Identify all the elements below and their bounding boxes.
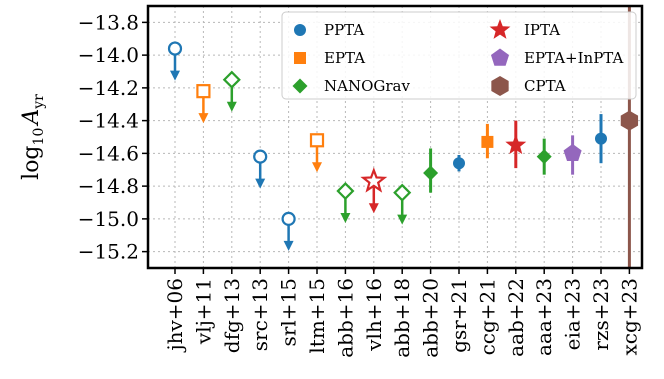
point-marker xyxy=(393,183,412,202)
x-tick-label: abb+18 xyxy=(390,278,414,358)
legend-marker xyxy=(491,76,509,96)
y-tick-label: −15.0 xyxy=(78,207,139,231)
upper-limit-arrowhead xyxy=(368,203,379,214)
data-point xyxy=(505,120,527,169)
point-marker xyxy=(453,157,465,170)
upper-limit-arrowhead xyxy=(340,213,351,224)
y-axis-title-main: log xyxy=(19,145,44,179)
data-point xyxy=(393,183,412,225)
data-point xyxy=(222,70,241,112)
point-marker xyxy=(563,143,582,162)
data-point xyxy=(563,135,582,175)
legend-label: CPTA xyxy=(524,77,566,95)
legend: PPTA EPTA NANOGrav IPTA EPTA+InPTA CPTA xyxy=(281,11,637,100)
x-tick-label: vlh+16 xyxy=(362,278,386,352)
legend-label: IPTA xyxy=(524,21,560,39)
data-point xyxy=(595,114,607,164)
upper-limit-arrowhead xyxy=(170,70,180,81)
y-axis-title-sub: 10 xyxy=(31,128,47,146)
y-tick-label: −14.0 xyxy=(78,43,139,67)
plot-frame xyxy=(146,4,644,270)
point-marker xyxy=(620,110,639,131)
point-marker xyxy=(360,167,388,193)
data-point xyxy=(309,133,325,173)
data-marks xyxy=(167,6,639,268)
data-point xyxy=(453,155,465,172)
legend-label: EPTA xyxy=(324,49,365,67)
data-point xyxy=(360,167,388,214)
x-tick-label: gsr+21 xyxy=(447,278,471,353)
x-tick-label: aaa+23 xyxy=(532,278,556,356)
point-marker xyxy=(481,135,494,148)
x-tick-label: src+13 xyxy=(248,278,272,351)
x-tick-label: srl+15 xyxy=(277,278,301,346)
point-marker xyxy=(253,149,268,164)
y-tick-label: −14.4 xyxy=(78,109,139,133)
data-point xyxy=(336,181,355,224)
x-tick-label: vlj+11 xyxy=(191,278,215,345)
upper-limit-arrowhead xyxy=(283,240,294,251)
point-marker xyxy=(309,133,325,148)
y-axis: −15.2 −15.0 −14.8 −14.6 −14.4 −14.2 −14.0 −13.8 xyxy=(78,10,148,264)
point-marker xyxy=(505,134,527,155)
point-marker xyxy=(167,41,183,56)
y-tick-label: −13.8 xyxy=(78,10,139,34)
legend-label: PPTA xyxy=(324,21,364,39)
upper-limit-arrowhead xyxy=(198,113,209,124)
x-tick-label: xcg+23 xyxy=(617,278,641,356)
x-tick-label: rzs+23 xyxy=(589,278,613,351)
x-axis: jhv+06 vlj+11 dfg+13 src+13 srl+15 ltm+15 abb+… xyxy=(163,268,641,358)
data-point xyxy=(536,138,552,175)
upper-limit-arrowhead xyxy=(312,162,322,173)
upper-limit-arrowhead xyxy=(397,214,408,225)
y-axis-title-var: A xyxy=(19,109,44,127)
data-point xyxy=(423,148,439,193)
data-point xyxy=(196,84,211,124)
legend-marker xyxy=(292,78,308,94)
y-tick-label: −15.2 xyxy=(78,240,139,264)
data-point xyxy=(281,211,296,251)
legend-marker xyxy=(294,52,306,64)
y-tick-label: −14.2 xyxy=(78,76,139,100)
legend-marker xyxy=(489,19,511,39)
x-tick-label: abb+20 xyxy=(419,278,443,358)
point-marker xyxy=(336,181,355,201)
x-tick-label: eia+23 xyxy=(561,278,585,350)
legend-marker xyxy=(294,24,306,36)
x-tick-label: jhv+06 xyxy=(163,278,187,353)
data-point xyxy=(481,123,494,159)
legend-label: NANOGrav xyxy=(324,77,410,95)
point-marker xyxy=(222,70,241,89)
data-point xyxy=(253,149,268,189)
y-axis-title: log10Ayr xyxy=(19,94,47,180)
legend-frame xyxy=(281,11,637,100)
point-marker xyxy=(423,165,439,181)
x-tick-label: ccg+21 xyxy=(475,278,499,355)
x-tick-label: ltm+15 xyxy=(305,278,329,354)
data-point xyxy=(167,41,183,81)
y-axis-title-varsub: yr xyxy=(31,94,47,110)
point-marker xyxy=(281,211,296,226)
y-tick-label: −14.6 xyxy=(78,141,139,165)
x-tick-label: dfg+13 xyxy=(220,278,244,353)
point-marker xyxy=(536,149,552,165)
point-marker xyxy=(196,84,211,99)
legend-label: EPTA+InPTA xyxy=(524,49,623,67)
y-tick-label: −14.8 xyxy=(78,174,139,198)
x-tick-label: aab+22 xyxy=(504,278,528,357)
point-marker xyxy=(595,132,607,145)
legend-marker xyxy=(490,48,510,66)
x-tick-label: abb+16 xyxy=(333,278,357,358)
upper-limit-arrowhead xyxy=(255,178,266,189)
upper-limit-arrowhead xyxy=(226,101,237,112)
